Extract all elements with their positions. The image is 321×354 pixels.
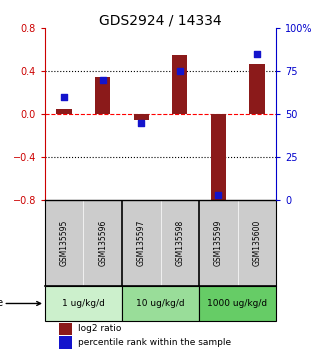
Text: GSM135599: GSM135599 [214, 220, 223, 266]
Point [100, 77, 105, 83]
Title: GDS2924 / 14334: GDS2924 / 14334 [99, 13, 222, 27]
Bar [134, 114, 149, 120]
Text: percentile rank within the sample: percentile rank within the sample [78, 338, 231, 347]
Text: 1 ug/kg/d: 1 ug/kg/d [62, 299, 105, 308]
Text: GSM135600: GSM135600 [252, 220, 261, 266]
Point [62, 94, 67, 100]
Bar [172, 55, 187, 114]
Text: GSM135595: GSM135595 [60, 220, 69, 266]
Bar [45, 286, 122, 321]
Point [216, 192, 221, 198]
Point [177, 68, 182, 74]
Bar [122, 286, 199, 321]
Bar [59, 323, 72, 335]
Bar [56, 109, 72, 114]
Bar [249, 64, 265, 114]
Text: 1000 ug/kg/d: 1000 ug/kg/d [207, 299, 268, 308]
Text: GSM135597: GSM135597 [137, 220, 146, 266]
Text: GSM135598: GSM135598 [175, 220, 184, 266]
Bar [59, 336, 72, 349]
Bar [95, 76, 110, 114]
Point [254, 51, 259, 57]
Bar [199, 286, 276, 321]
Bar [211, 114, 226, 205]
Text: GSM135596: GSM135596 [98, 220, 107, 266]
Text: dose: dose [0, 298, 40, 308]
Text: 10 ug/kg/d: 10 ug/kg/d [136, 299, 185, 308]
Point [139, 120, 144, 126]
Text: log2 ratio: log2 ratio [78, 324, 122, 333]
